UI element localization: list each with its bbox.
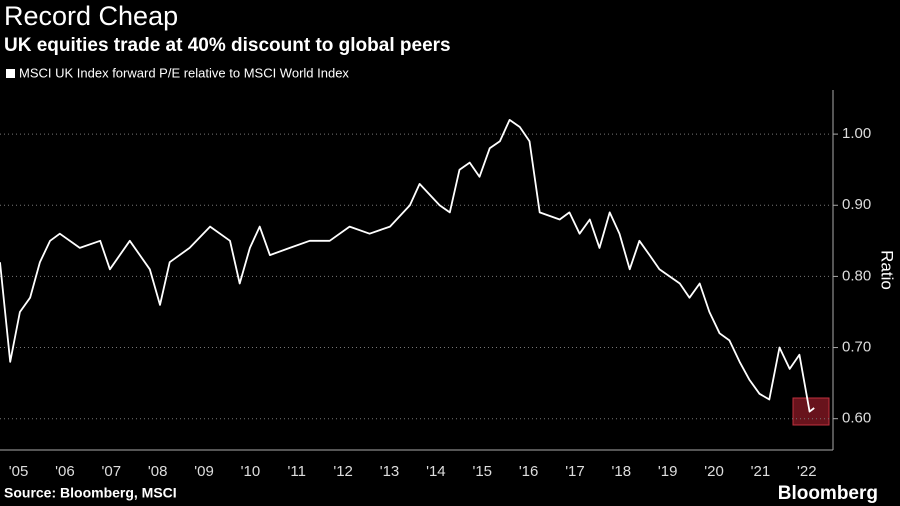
x-tick-label: '13 [380, 463, 400, 480]
legend-label: MSCI UK Index forward P/E relative to MS… [19, 65, 349, 80]
x-tick-label: '19 [658, 463, 678, 480]
x-tick-label: '21 [751, 463, 771, 480]
chart-subtitle: UK equities trade at 40% discount to glo… [4, 35, 451, 56]
source: Source: Bloomberg, MSCI [4, 485, 177, 501]
x-tick-label: '09 [194, 463, 214, 480]
x-tick-label: '16 [519, 463, 539, 480]
x-tick-label: '18 [612, 463, 632, 480]
y-tick-label: 0.60 [842, 410, 871, 427]
x-tick-label: '06 [55, 463, 75, 480]
x-tick-label: '22 [797, 463, 817, 480]
x-tick-label: '14 [426, 463, 446, 480]
y-tick-label: 0.90 [842, 196, 871, 213]
y-tick-label: 1.00 [842, 125, 871, 142]
x-tick-label: '15 [472, 463, 492, 480]
x-tick-label: '10 [241, 463, 261, 480]
y-tick-label: 0.70 [842, 339, 871, 356]
x-tick-label: '11 [288, 463, 306, 480]
x-tick-label: '12 [333, 463, 353, 480]
y-axis-label: Ratio [878, 250, 897, 290]
x-tick-label: '20 [704, 463, 724, 480]
legend-swatch [6, 69, 15, 78]
data-line [0, 119, 815, 413]
brand: Bloomberg [778, 483, 878, 504]
x-tick-label: '05 [9, 463, 29, 480]
y-tick-label: 0.80 [842, 267, 871, 284]
x-tick-label: '08 [148, 463, 168, 480]
x-tick-label: '17 [565, 463, 585, 480]
chart-title: Record Cheap [4, 1, 178, 31]
x-tick-label: '07 [102, 463, 122, 480]
